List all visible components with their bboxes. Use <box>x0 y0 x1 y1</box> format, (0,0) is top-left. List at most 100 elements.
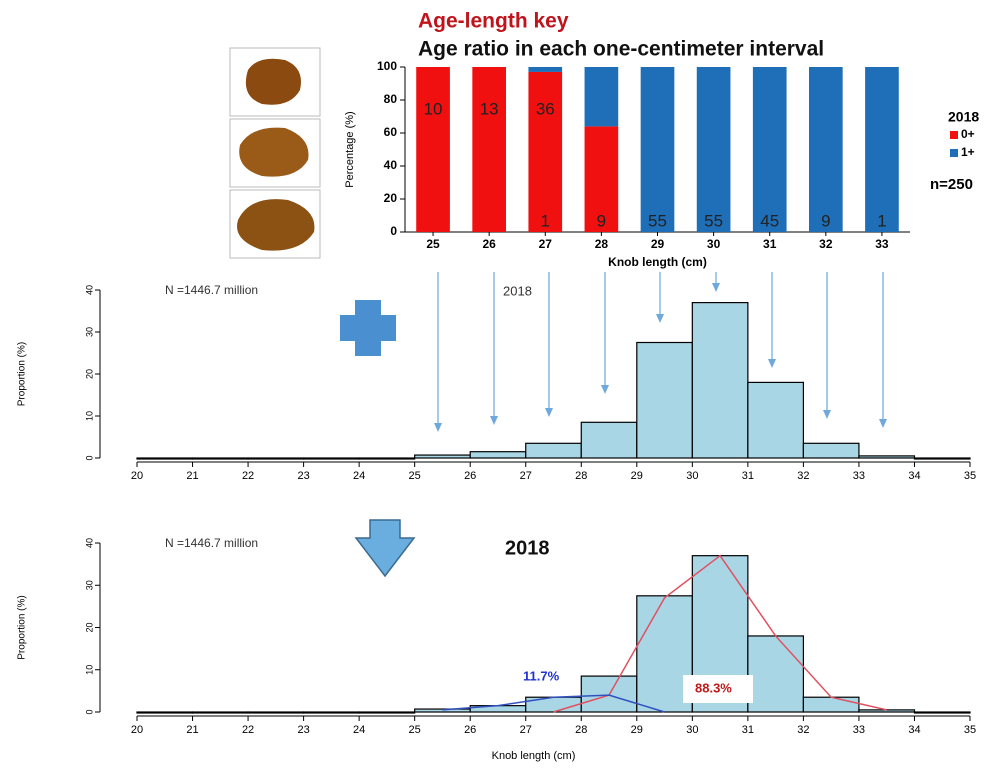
bar-segment <box>696 67 731 232</box>
chart-subtitle: Age ratio in each one-centimeter interva… <box>418 38 824 61</box>
arrow-head <box>823 410 831 419</box>
y-tick-label: 10 <box>84 665 94 675</box>
count-label: 9 <box>821 211 830 230</box>
legend-title: 2018 <box>948 109 979 125</box>
x-tick-label: 31 <box>742 724 754 736</box>
histogram-bar <box>747 381 804 459</box>
y-tick-label: 30 <box>84 580 94 590</box>
y-tick-label: 0 <box>84 455 94 460</box>
x-tick-label: 23 <box>297 470 309 482</box>
legend-swatch <box>950 131 958 139</box>
annotation: N =1446.7 million <box>165 536 258 550</box>
y-tick-label: 80 <box>384 92 398 106</box>
arrow-head <box>545 408 553 417</box>
histogram-bar <box>913 457 971 460</box>
x-tick-label: 20 <box>131 724 143 736</box>
histogram-bar <box>858 709 916 713</box>
x-tick-label: 27 <box>539 237 553 251</box>
histogram-bar <box>525 442 582 459</box>
histogram-bar <box>136 711 194 714</box>
annotation: N =1446.7 million <box>165 283 258 297</box>
arrow-head <box>434 423 442 432</box>
x-tick-label: 25 <box>409 724 421 736</box>
x-tick-label: 33 <box>853 470 865 482</box>
bar-segment <box>584 67 619 127</box>
histogram-bar <box>802 696 860 713</box>
y-tick-label: 100 <box>377 59 397 73</box>
down-arrow-icon <box>354 519 416 578</box>
x-tick-label: 24 <box>353 470 365 482</box>
annotation: 88.3% <box>695 680 732 695</box>
x-tick-label: 30 <box>707 237 721 251</box>
x-axis-label: Knob length (cm) <box>492 750 576 762</box>
y-tick-label: 0 <box>84 709 94 714</box>
x-tick-label: 26 <box>464 724 476 736</box>
histogram-bar <box>358 457 416 460</box>
line-series <box>442 694 665 713</box>
annotation: n=250 <box>930 176 973 193</box>
x-tick-label: 32 <box>797 470 809 482</box>
x-tick-label: 22 <box>242 470 254 482</box>
histogram-bar <box>191 711 249 714</box>
x-tick-label: 26 <box>482 237 496 251</box>
x-tick-label: 23 <box>297 724 309 736</box>
x-tick-label: 21 <box>186 724 198 736</box>
histogram-bar <box>636 341 693 459</box>
x-tick-label: 32 <box>819 237 833 251</box>
count-label: 1 <box>877 211 886 230</box>
count-label: 36 <box>536 99 555 118</box>
legend-label: 0+ <box>961 127 975 141</box>
arrow-head <box>768 359 776 368</box>
y-tick-label: 10 <box>84 411 94 421</box>
x-tick-label: 21 <box>186 470 198 482</box>
histogram-bar <box>414 454 471 459</box>
bar-segment <box>752 67 787 232</box>
bar-segment <box>528 67 563 72</box>
bar-segment <box>809 67 843 232</box>
count-label: 1 <box>541 211 550 230</box>
y-tick-label: 40 <box>84 538 94 548</box>
x-tick-label: 34 <box>908 470 920 482</box>
histogram-bar <box>802 442 860 459</box>
x-tick-label: 33 <box>853 724 865 736</box>
x-axis-label: Knob length (cm) <box>608 255 707 269</box>
x-tick-label: 29 <box>651 237 665 251</box>
histogram-bar <box>747 635 804 713</box>
y-axis-label: Proportion (%) <box>17 342 28 406</box>
y-tick-label: 20 <box>84 369 94 379</box>
x-tick-label: 22 <box>242 724 254 736</box>
arrow-head <box>656 314 664 323</box>
count-label: 45 <box>760 211 779 230</box>
histogram-bar <box>469 451 527 459</box>
annotation: 2018 <box>505 537 550 559</box>
x-tick-label: 27 <box>520 724 532 736</box>
x-tick-label: 30 <box>686 470 698 482</box>
bar-segment <box>584 126 619 232</box>
histogram-bar <box>136 457 194 460</box>
annotation: 11.7% <box>523 668 560 683</box>
histogram-bar <box>858 455 916 459</box>
y-tick-label: 30 <box>84 327 94 337</box>
bar-segment <box>416 67 450 232</box>
plus-icon <box>340 300 396 356</box>
x-tick-label: 33 <box>875 237 889 251</box>
arrow-head <box>490 416 498 425</box>
y-tick-label: 20 <box>84 622 94 632</box>
histogram-bar <box>580 421 638 459</box>
count-label: 55 <box>648 211 667 230</box>
x-tick-label: 31 <box>742 470 754 482</box>
y-tick-label: 0 <box>390 224 397 238</box>
arrow-head <box>712 283 720 292</box>
y-tick-label: 40 <box>84 285 94 295</box>
annotation: 2018 <box>503 283 532 298</box>
arrow-head <box>601 385 609 394</box>
x-tick-label: 27 <box>520 470 532 482</box>
histogram-bar <box>303 711 360 714</box>
histogram-bar <box>913 711 971 714</box>
y-tick-label: 60 <box>384 125 398 139</box>
x-tick-label: 31 <box>763 237 777 251</box>
histogram-bar <box>303 457 360 460</box>
x-tick-label: 34 <box>908 724 920 736</box>
x-tick-label: 35 <box>964 470 976 482</box>
x-tick-label: 28 <box>575 724 587 736</box>
